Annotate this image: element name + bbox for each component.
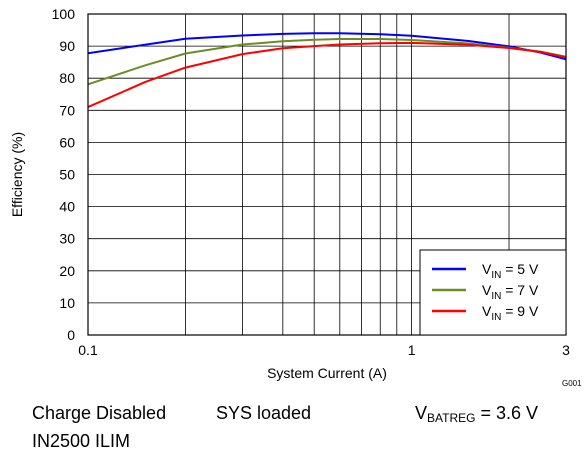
y-tick-label: 40: [59, 199, 75, 215]
y-axis-label: Efficiency (%): [9, 132, 25, 217]
tick-labels: 0 10 20 30 40 50 60 70 80 90 100 0.1 1 3: [52, 6, 570, 358]
series-line-3: [87, 41, 567, 109]
y-tick-label: 30: [59, 231, 75, 247]
y-tick-label: 70: [59, 102, 75, 118]
y-tick-label: 80: [59, 70, 75, 86]
y-tick-label: 100: [52, 6, 76, 22]
legend-entry: VIN = 7 V: [482, 282, 539, 302]
condition-charge: Charge Disabled: [32, 403, 167, 423]
y-tick-label: 90: [59, 38, 75, 54]
vbatreg-sub: BATREG: [427, 411, 476, 425]
y-tick-label: 10: [59, 295, 75, 311]
legend-entry: VIN = 9 V: [482, 303, 539, 323]
series-layer: [87, 32, 567, 109]
figure-code: G001: [562, 379, 582, 388]
x-tick-label: 1: [408, 342, 416, 358]
y-tick-label: 20: [59, 263, 75, 279]
y-tick-label: 60: [59, 134, 75, 150]
x-tick-label: 3: [562, 342, 570, 358]
x-tick-label: 0.1: [78, 342, 98, 358]
legend-entry: VIN = 5 V: [482, 261, 539, 281]
plot-frame: [87, 13, 567, 336]
vbatreg-main: V: [415, 403, 428, 423]
condition-ilim: IN2500 ILIM: [32, 431, 131, 451]
condition-vbatreg: VBATREG = 3.6 V: [415, 403, 538, 425]
y-tick-label: 0: [67, 327, 75, 343]
vbatreg-rest: = 3.6 V: [475, 403, 539, 423]
x-axis-label: System Current (A): [267, 365, 387, 381]
y-tick-label: 50: [59, 167, 75, 183]
legend-box: [419, 249, 567, 336]
condition-sys: SYS loaded: [216, 403, 312, 423]
